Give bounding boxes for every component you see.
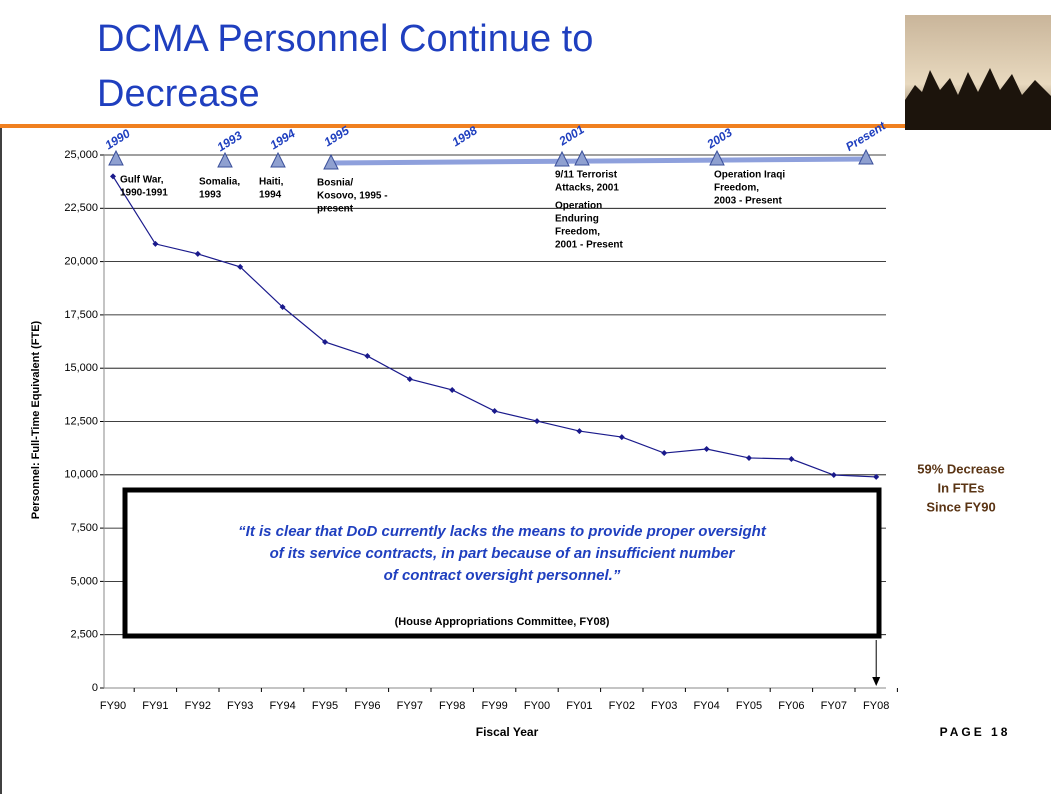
event-label: Attacks, 2001 xyxy=(555,183,619,194)
event-label: Operation xyxy=(555,201,602,212)
y-axis-title: Personnel: Full-Time Equivalent (FTE) xyxy=(30,320,42,519)
event-label: 1993 xyxy=(199,190,222,201)
x-tick-label: FY00 xyxy=(524,700,550,712)
y-tick-label: 2,500 xyxy=(70,629,98,641)
point xyxy=(576,428,583,435)
point xyxy=(618,434,625,441)
quote-box xyxy=(122,487,882,639)
x-tick-label: FY93 xyxy=(227,700,253,712)
x-tick-label: FY91 xyxy=(142,700,168,712)
timeline-marker xyxy=(574,149,590,166)
timeline-year: Present xyxy=(843,118,889,154)
timeline-bar xyxy=(330,156,867,166)
x-tick-label: FY95 xyxy=(312,700,338,712)
callout: Since FY90 xyxy=(926,499,995,514)
x-tick-label: FY01 xyxy=(566,700,592,712)
timeline-marker xyxy=(323,153,339,170)
point xyxy=(449,386,456,393)
timeline-marker xyxy=(108,149,124,166)
y-tick-label: 20,000 xyxy=(64,256,98,268)
x-tick-label: FY02 xyxy=(609,700,635,712)
timeline-year: 1994 xyxy=(268,126,298,152)
x-tick-label: FY04 xyxy=(693,700,719,712)
x-tick-label: FY90 xyxy=(100,700,126,712)
page-number: PAGE 18 xyxy=(940,725,1011,739)
point xyxy=(491,408,498,415)
x-tick-label: FY94 xyxy=(269,700,295,712)
y-tick-label: 0 xyxy=(92,682,98,694)
title-line: DCMA Personnel Continue to xyxy=(97,18,593,60)
event-label: 1990-1991 xyxy=(120,188,168,199)
event-label: present xyxy=(317,204,354,215)
quote-line: of its service contracts, in part becaus… xyxy=(270,545,736,562)
y-tick-label: 22,500 xyxy=(64,202,98,214)
point xyxy=(194,250,201,257)
y-tick-label: 5,000 xyxy=(70,575,98,587)
event-label: 2003 - Present xyxy=(714,196,782,207)
event-label: Kosovo, 1995 - xyxy=(317,191,388,202)
point xyxy=(279,304,286,311)
event-label: Operation Iraqi xyxy=(714,170,785,181)
x-tick-label: FY99 xyxy=(481,700,507,712)
point xyxy=(873,473,880,480)
point xyxy=(830,472,837,479)
event-label: Haiti, xyxy=(259,177,284,188)
series-line xyxy=(112,176,877,478)
y-tick-label: 12,500 xyxy=(64,415,98,427)
event-label: 2001 - Present xyxy=(555,240,623,251)
title-line: Decrease xyxy=(97,73,260,115)
point xyxy=(534,418,540,425)
timeline-marker xyxy=(270,151,286,168)
point xyxy=(237,263,244,270)
x-tick-label: FY05 xyxy=(736,700,762,712)
event-label: Bosnia/ xyxy=(317,178,353,189)
y-tick-label: 7,500 xyxy=(70,522,98,534)
photo xyxy=(905,15,1051,130)
quote-line: “It is clear that DoD currently lacks th… xyxy=(238,523,767,540)
point xyxy=(703,446,710,453)
point xyxy=(406,376,413,383)
timeline-marker xyxy=(709,149,725,166)
x-axis-title: Fiscal Year xyxy=(476,725,539,739)
x-tick-label: FY97 xyxy=(397,700,423,712)
y-tick-label: 17,500 xyxy=(64,309,98,321)
point xyxy=(788,456,795,463)
x-tick-label: FY06 xyxy=(778,700,804,712)
event-label: 1994 xyxy=(259,190,282,201)
point xyxy=(322,338,328,345)
event-label: Somalia, xyxy=(199,177,240,188)
event-label: 9/11 Terrorist xyxy=(555,170,618,181)
x-tick-label: FY92 xyxy=(185,700,211,712)
event-label: Freedom, xyxy=(714,183,759,194)
x-tick-label: FY07 xyxy=(821,700,847,712)
callout-arrowhead xyxy=(872,677,881,686)
callout: In FTEs xyxy=(938,480,985,495)
point xyxy=(110,173,116,180)
y-tick-label: 25,000 xyxy=(64,149,98,161)
timeline-year: 2003 xyxy=(704,125,735,152)
x-tick-label: FY96 xyxy=(354,700,380,712)
y-tick-label: 10,000 xyxy=(64,469,98,481)
event-label: Gulf War, xyxy=(120,175,164,186)
point xyxy=(364,353,371,360)
timeline-year: 1993 xyxy=(215,128,245,154)
x-tick-label: FY98 xyxy=(439,700,465,712)
point xyxy=(152,240,159,247)
timeline-year: 1990 xyxy=(103,126,133,152)
timeline-marker xyxy=(554,150,570,167)
quote-source: (House Appropriations Committee, FY08) xyxy=(395,616,610,628)
event-label: Enduring xyxy=(555,214,599,225)
x-tick-label: FY03 xyxy=(651,700,677,712)
callout: 59% Decrease xyxy=(917,461,1004,476)
timeline-marker xyxy=(217,151,233,168)
timeline-marker xyxy=(858,148,874,165)
point xyxy=(661,450,668,457)
quote-line: of contract oversight personnel.” xyxy=(384,567,621,584)
x-tick-label: FY08 xyxy=(863,700,889,712)
y-tick-label: 15,000 xyxy=(64,362,98,374)
event-label: Freedom, xyxy=(555,227,600,238)
point xyxy=(746,454,752,461)
